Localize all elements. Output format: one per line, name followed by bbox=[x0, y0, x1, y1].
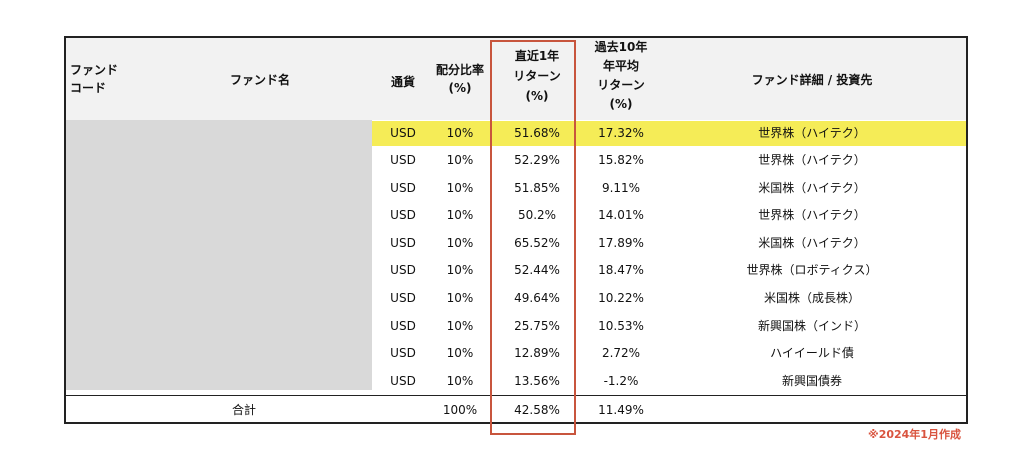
header-fund-name-label: ファンド名 bbox=[229, 73, 290, 87]
row-7-return-10y: 10.22% bbox=[598, 291, 644, 305]
row-8-return-1y: 25.75% bbox=[514, 319, 560, 333]
row-4-currency: USD bbox=[390, 208, 416, 222]
row-3-allocation: 10% bbox=[446, 181, 474, 195]
row-10-return-1y: 13.56% bbox=[514, 374, 560, 388]
row-8-allocation: 10% bbox=[446, 319, 474, 333]
row-6-return-10y: 18.47% bbox=[598, 263, 644, 277]
row-2-return-1y: 52.29% bbox=[514, 153, 560, 167]
row-9-return-10y: 2.72% bbox=[601, 346, 641, 360]
header-fund-code: ファンド コード bbox=[70, 61, 134, 97]
row-7-detail: 米国株（成長株） bbox=[763, 291, 860, 305]
total-allocation: 100% bbox=[442, 403, 478, 417]
row-3-currency: USD bbox=[390, 181, 416, 195]
row-4-return-10y: 14.01% bbox=[598, 208, 644, 222]
row-8-return-10y: 10.53% bbox=[598, 319, 644, 333]
row-7-allocation: 10% bbox=[446, 291, 474, 305]
total-return-1y: 42.58% bbox=[514, 403, 560, 417]
total-return-10y: 11.49% bbox=[598, 403, 644, 417]
header-allocation-line-1: 配分比率 bbox=[435, 63, 484, 77]
header-return-10y-line-1: 過去10年 bbox=[594, 40, 648, 54]
row-3-return-10y: 9.11% bbox=[601, 181, 641, 195]
header-allocation-line-2: (%) bbox=[448, 81, 472, 95]
row-6-currency: USD bbox=[390, 263, 416, 277]
row-5-currency: USD bbox=[390, 236, 416, 250]
redacted-fund-names-block bbox=[66, 120, 372, 390]
row-3-return-1y: 51.85% bbox=[514, 181, 560, 195]
row-6-detail: 世界株（ロボティクス） bbox=[746, 263, 878, 277]
row-9-return-1y: 12.89% bbox=[514, 346, 560, 360]
header-allocation: 配分比率 (%) bbox=[428, 61, 492, 97]
row-6-return-1y: 52.44% bbox=[514, 263, 560, 277]
row-7-currency: USD bbox=[390, 291, 416, 305]
row-8-currency: USD bbox=[390, 319, 416, 333]
row-1-detail: 世界株（ハイテク） bbox=[758, 126, 866, 140]
row-2-currency: USD bbox=[390, 153, 416, 167]
row-10-currency: USD bbox=[390, 374, 416, 388]
row-7-return-1y: 49.64% bbox=[514, 291, 560, 305]
row-1-currency: USD bbox=[390, 126, 416, 140]
header-return-1y-line-1: 直近1年 bbox=[514, 49, 560, 63]
header-return-10y: 過去10年 年平均 リターン (%) bbox=[584, 38, 658, 114]
row-2-return-10y: 15.82% bbox=[598, 153, 644, 167]
header-fund-code-line-2: コード bbox=[70, 81, 107, 95]
row-5-detail: 米国株（ハイテク） bbox=[758, 236, 866, 250]
row-5-allocation: 10% bbox=[446, 236, 474, 250]
row-6-allocation: 10% bbox=[446, 263, 474, 277]
row-9-currency: USD bbox=[390, 346, 416, 360]
table-header-background bbox=[66, 38, 966, 120]
header-return-10y-line-3: リターン bbox=[597, 78, 645, 92]
row-5-return-10y: 17.89% bbox=[598, 236, 644, 250]
header-fund-name: ファンド名 bbox=[210, 71, 310, 89]
total-row-divider bbox=[66, 395, 966, 396]
header-return-1y-line-2: リターン bbox=[513, 69, 561, 83]
row-9-detail: ハイイールド債 bbox=[770, 346, 854, 360]
row-9-allocation: 10% bbox=[446, 346, 474, 360]
total-label: 合計 bbox=[231, 403, 256, 417]
row-10-allocation: 10% bbox=[446, 374, 474, 388]
row-4-detail: 世界株（ハイテク） bbox=[758, 208, 866, 222]
row-2-allocation: 10% bbox=[446, 153, 474, 167]
row-3-detail: 米国株（ハイテク） bbox=[758, 181, 866, 195]
return-1y-highlight-box bbox=[490, 40, 576, 435]
header-detail-label: ファンド詳細 / 投資先 bbox=[751, 73, 873, 87]
row-1-allocation: 10% bbox=[446, 126, 474, 140]
header-return-1y-line-3: (%) bbox=[525, 89, 549, 103]
fund-table-frame bbox=[64, 36, 968, 424]
row-5-return-1y: 65.52% bbox=[514, 236, 560, 250]
row-8-detail: 新興国株（インド） bbox=[757, 319, 866, 333]
row-2-detail: 世界株（ハイテク） bbox=[758, 153, 866, 167]
header-currency: 通貨 bbox=[381, 73, 425, 91]
row-1-return-1y: 51.68% bbox=[514, 126, 560, 140]
row-10-return-10y: -1.2% bbox=[603, 374, 639, 388]
header-detail: ファンド詳細 / 投資先 bbox=[700, 71, 924, 89]
header-fund-code-line-1: ファンド bbox=[70, 63, 119, 77]
header-return-1y: 直近1年 リターン (%) bbox=[500, 46, 574, 106]
row-4-allocation: 10% bbox=[446, 208, 474, 222]
header-currency-label: 通貨 bbox=[390, 75, 415, 89]
creation-date-note: ※2024年1月作成 bbox=[868, 428, 961, 441]
row-4-return-1y: 50.2% bbox=[517, 208, 557, 222]
header-return-10y-line-4: (%) bbox=[609, 97, 633, 111]
row-1-return-10y: 17.32% bbox=[598, 126, 644, 140]
row-10-detail: 新興国債券 bbox=[781, 374, 842, 388]
header-return-10y-line-2: 年平均 bbox=[602, 59, 639, 73]
